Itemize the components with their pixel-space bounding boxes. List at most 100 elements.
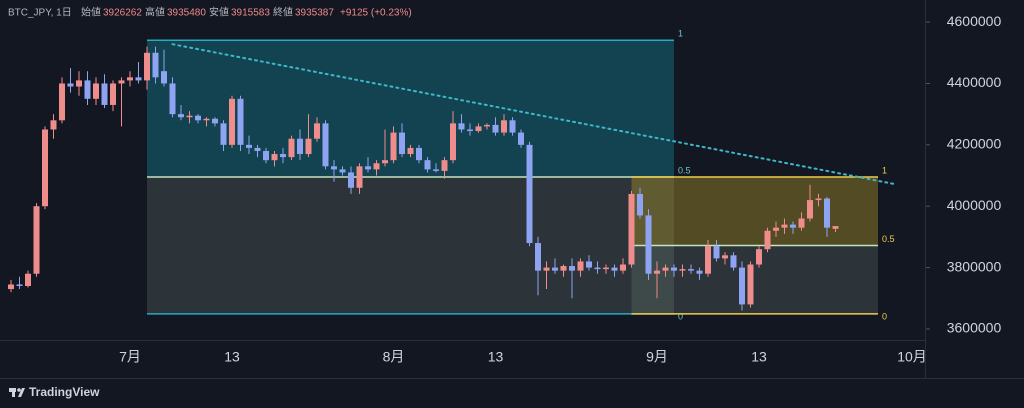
candle-body [603,267,609,270]
candle-body [246,144,252,148]
candle-body [178,114,184,118]
candle-body [781,224,788,228]
candle-body [424,160,431,170]
candle-body [662,267,669,271]
candle-body [161,71,167,84]
high-value: 3935480 [167,8,206,19]
candle-body [399,132,405,155]
candle-body [220,123,227,145]
footer-brand: TradingView [29,385,100,399]
y-tick-label: 4400000 [947,74,1002,90]
low-label: 安値 [209,6,229,19]
candle-body [339,169,346,173]
x-tick-label: 13 [751,349,767,365]
trendline [171,43,896,186]
candle-body [348,172,354,188]
y-tick-label: 3800000 [947,258,1002,274]
fib-level-label: 0 [882,311,887,321]
candle-body [722,255,728,259]
candle-body [101,83,108,105]
open-label: 始値 [81,6,101,19]
candle-body [127,77,133,81]
candle-body [288,138,295,158]
candle-body [280,154,286,158]
candle-body [254,147,261,151]
close-value: 3935387 [295,8,334,19]
candle-body [739,267,745,305]
low-value: 3915583 [231,8,270,19]
candle-body [713,246,720,259]
candle-body [807,200,813,219]
candle-body [203,118,210,121]
candle-body [169,83,176,115]
candle-body [637,193,643,216]
candle-body [152,52,159,78]
fib-zone [147,177,674,314]
candle-body [679,269,686,271]
candle-body [484,124,490,127]
candle-body [297,138,303,155]
fib-level-label: 1 [882,165,887,175]
candle-body [645,215,652,274]
candle-body [654,270,660,274]
fib-level-label: 0.5 [678,165,691,175]
candle-body [50,120,57,130]
candle-body [756,249,762,265]
candle-body [322,123,329,167]
y-tick-label: 4200000 [947,136,1002,152]
candle-body [798,218,805,228]
symbol: BTC_JPY, 1日 [8,8,72,19]
y-tick-label: 4600000 [947,13,1002,29]
candle-body [356,166,363,188]
x-tick-label: 9月 [646,349,668,365]
candle-body [118,80,125,84]
y-tick-label: 3600000 [947,320,1002,336]
candle-body [467,129,473,132]
x-tick-label: 13 [488,349,504,365]
candle-body [696,270,703,274]
candle-body [25,273,31,286]
candle-body [824,198,830,228]
candle-body [492,124,499,133]
change: +9125 (+0.23%) [340,8,412,19]
candle-body [450,123,456,161]
candle-body [390,132,397,161]
candle-body [67,83,74,87]
candle-body [373,163,380,170]
candle-body [382,160,388,164]
candle-body [475,126,482,132]
candle-body [509,120,516,133]
candle-body [331,166,337,170]
candle-body [628,193,635,265]
x-tick-label: 13 [224,349,240,365]
candle-body [594,267,601,270]
candle-body [441,160,448,171]
candle-body [365,166,371,170]
candle-body [416,147,422,161]
close-label: 終値 [273,6,293,19]
candle-body [730,255,737,268]
candle-body [407,147,414,155]
candle-body [569,266,575,271]
x-tick-label: 7月 [119,349,141,365]
candle-body [144,52,150,81]
candle-body [135,77,142,81]
candle-body [93,83,99,99]
y-tick-label: 4000000 [947,197,1002,213]
candle-body [705,246,711,274]
candle-body [688,269,694,271]
candle-body [76,80,82,87]
open-value: 3926262 [103,8,142,19]
candle-body [518,132,524,145]
logo [9,388,25,397]
axes: 3600000 3800000 4000000 4200000 4400000 46000… [119,13,1001,365]
fib-level-label: 0.5 [882,234,895,244]
drawings: 1 0.5 0 1 0.5 0 [147,29,896,321]
fib-zone [631,245,878,314]
candle-body [33,206,40,274]
fib-level-label: 1 [678,29,683,39]
candle-body [815,198,822,201]
candle-body [271,154,278,161]
